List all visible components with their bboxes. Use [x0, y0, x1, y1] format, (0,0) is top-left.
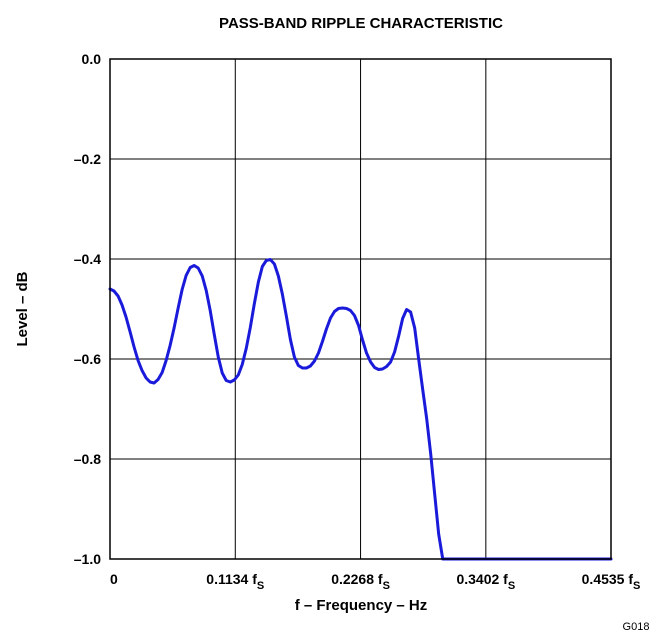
x-tick-label: 0.1134 fS — [206, 571, 264, 592]
x-tick-subscript: S — [508, 580, 515, 592]
x-tick-subscript: S — [383, 580, 390, 592]
y-tick-label: –0.4 — [74, 251, 101, 267]
grid — [109, 58, 612, 560]
x-tick-text: 0.3402 f — [456, 571, 508, 587]
y-tick-label: –0.2 — [74, 151, 101, 167]
x-axis-label: f – Frequency – Hz — [295, 597, 428, 614]
y-tick-labels: 0.0 –0.2 –0.4 –0.6 –0.8 –1.0 — [74, 51, 101, 567]
x-tick-text: 0.4535 f — [582, 571, 634, 587]
figure-code: G018 — [623, 621, 650, 633]
y-tick-label: –1.0 — [74, 551, 101, 567]
x-tick-label: 0 — [110, 571, 118, 587]
x-tick-subscript: S — [257, 580, 264, 592]
y-tick-label: 0.0 — [82, 51, 102, 67]
x-tick-subscript: S — [633, 580, 640, 592]
x-tick-label: 0.3402 fS — [456, 571, 515, 592]
y-tick-label: –0.8 — [74, 451, 101, 467]
x-tick-text: 0.1134 f — [206, 571, 257, 587]
chart-title: PASS-BAND RIPPLE CHARACTERISTIC — [219, 15, 503, 32]
x-tick-text: 0.2268 f — [331, 571, 383, 587]
x-tick-label: 0.4535 fS — [582, 571, 641, 592]
x-tick-labels: 0 0.1134 fS 0.2268 fS 0.3402 fS 0.4535 fS — [110, 571, 640, 592]
x-tick-text: 0 — [110, 571, 118, 587]
x-tick-label: 0.2268 fS — [331, 571, 390, 592]
y-axis-label: Level – dB — [14, 271, 31, 346]
plot-frame — [109, 58, 612, 560]
y-tick-label: –0.6 — [74, 351, 101, 367]
